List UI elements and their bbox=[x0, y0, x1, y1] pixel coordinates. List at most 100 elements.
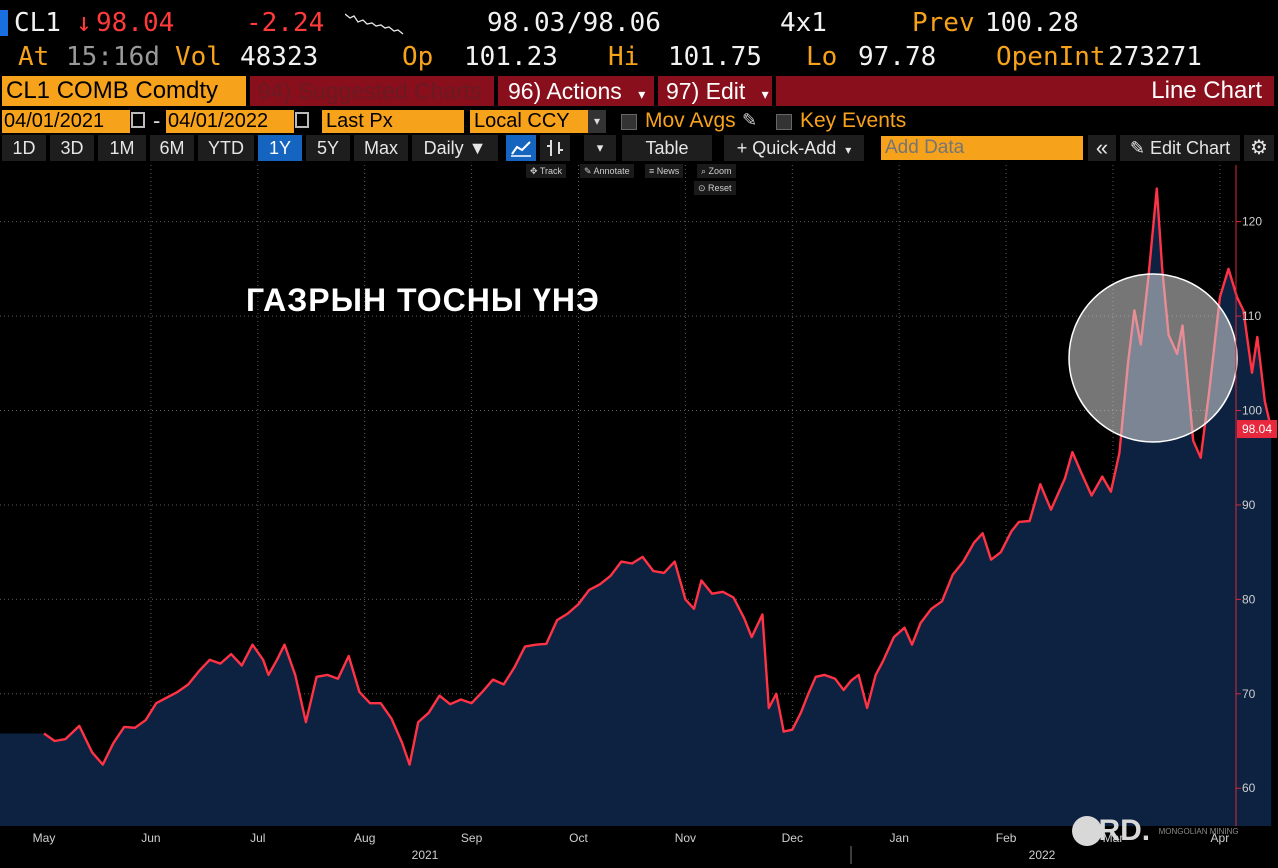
line-chart-icon[interactable] bbox=[506, 135, 536, 161]
reset-label: Reset bbox=[708, 183, 732, 193]
chevron-down-icon[interactable]: ▾ bbox=[588, 110, 606, 133]
bid: 98.03 bbox=[487, 8, 566, 38]
price-area bbox=[0, 188, 1272, 827]
watermark-text: RD. bbox=[1098, 814, 1151, 847]
chevron-down-icon[interactable]: ▾ bbox=[584, 135, 616, 161]
open-interest-label: OpenInt bbox=[996, 42, 1106, 72]
actions-label: 96) Actions bbox=[508, 78, 622, 104]
x-tick-label: Jan bbox=[890, 831, 909, 845]
add-data-input[interactable] bbox=[881, 136, 1083, 160]
highlight-circle bbox=[1068, 273, 1238, 443]
x-tick-label: Nov bbox=[675, 831, 696, 845]
news-label: News bbox=[656, 166, 680, 176]
open-price: 101.23 bbox=[464, 42, 558, 72]
down-arrow-icon: ↓ bbox=[76, 8, 92, 38]
bid-ask-size: 4x1 bbox=[780, 8, 827, 38]
watermark-logo: RD. MONGOLIAN MINING bbox=[1072, 814, 1239, 848]
currency-select[interactable]: Local CCY bbox=[470, 110, 592, 133]
edit-chart-button[interactable]: ✎ Edit Chart bbox=[1120, 135, 1240, 161]
watermark-circle bbox=[1072, 816, 1102, 846]
annotate-label: Annotate bbox=[593, 166, 630, 176]
y-tick-label: 80 bbox=[1242, 592, 1256, 606]
date-dash: - bbox=[153, 108, 161, 133]
volume: 48323 bbox=[240, 42, 319, 72]
x-tick-label: Feb bbox=[996, 831, 1017, 845]
period-1y[interactable]: 1Y bbox=[258, 135, 302, 161]
chart-type-label: Line Chart bbox=[776, 76, 1274, 106]
period-3d[interactable]: 3D bbox=[50, 135, 94, 161]
x-tick-label: Apr bbox=[1211, 831, 1230, 845]
end-date-input[interactable]: 04/01/2022 bbox=[166, 110, 294, 133]
y-tick-label: 100 bbox=[1242, 404, 1262, 418]
year-label: 2021 bbox=[412, 848, 439, 862]
period-1m[interactable]: 1M bbox=[98, 135, 146, 161]
calendar-icon[interactable] bbox=[295, 112, 309, 128]
vol-label: Vol bbox=[175, 42, 222, 72]
gear-icon[interactable]: ⚙ bbox=[1244, 135, 1274, 161]
reset-tool[interactable]: ⊙ Reset bbox=[694, 181, 736, 195]
last-price-badge bbox=[1237, 420, 1277, 439]
open-interest: 273271 bbox=[1108, 42, 1202, 72]
edit-menu[interactable]: 97) Edit ▾ bbox=[658, 76, 772, 106]
high-price: 101.75 bbox=[668, 42, 762, 72]
annotate-tool[interactable]: ✎ Annotate bbox=[580, 164, 634, 178]
year-label: 2022 bbox=[1029, 848, 1056, 862]
start-date-input[interactable]: 04/01/2021 bbox=[2, 110, 130, 133]
chart-overlay-title: ГАЗРЫН ТОСНЫ ҮНЭ bbox=[246, 282, 600, 318]
open-label: Op bbox=[402, 42, 434, 72]
mov-avgs-checkbox[interactable] bbox=[621, 114, 637, 130]
period-max[interactable]: Max bbox=[354, 135, 408, 161]
actions-menu[interactable]: 96) Actions ▾ bbox=[498, 76, 654, 106]
watermark-small-text: MONGOLIAN MINING bbox=[1158, 826, 1239, 836]
collapse-button[interactable]: « bbox=[1088, 135, 1116, 161]
period-5y[interactable]: 5Y bbox=[306, 135, 350, 161]
pencil-icon: ✎ bbox=[1129, 138, 1146, 158]
x-tick-label: Sep bbox=[461, 831, 483, 845]
x-tick-label: Dec bbox=[782, 831, 803, 845]
news-tool[interactable]: ≡ News bbox=[645, 164, 684, 178]
calendar-icon[interactable] bbox=[131, 112, 145, 128]
x-tick-label: Mar bbox=[1103, 831, 1124, 845]
frequency-select[interactable]: Daily ▼ bbox=[412, 135, 498, 161]
zoom-tool[interactable]: ⌕ Zoom bbox=[697, 164, 736, 178]
edit-chart-label: Edit Chart bbox=[1150, 138, 1231, 158]
net-change: -2.24 bbox=[246, 8, 325, 38]
at-label: At bbox=[18, 42, 50, 72]
sparkline-icon bbox=[345, 13, 404, 35]
table-button[interactable]: Table bbox=[622, 135, 712, 161]
pencil-icon[interactable]: ✎ bbox=[742, 110, 758, 130]
bar-chart-icon[interactable] bbox=[540, 135, 570, 161]
x-tick-label: Jul bbox=[250, 831, 265, 845]
chevron-down-icon: ▾ bbox=[845, 143, 852, 157]
chevron-down-icon: ▾ bbox=[761, 86, 769, 102]
field-select[interactable]: Last Px bbox=[322, 110, 464, 133]
security-field[interactable]: CL1 COMB Comdty bbox=[2, 76, 246, 106]
chevron-down-icon: ▾ bbox=[638, 86, 646, 102]
quick-add-button[interactable]: + Quick-Add ▾ bbox=[724, 135, 864, 161]
period-1d[interactable]: 1D bbox=[2, 135, 46, 161]
y-tick-label: 60 bbox=[1242, 781, 1256, 795]
ticker: CL1 bbox=[14, 8, 61, 38]
period-6m[interactable]: 6M bbox=[150, 135, 194, 161]
y-tick-label: 90 bbox=[1242, 498, 1256, 512]
last-price-badge-label: 98.04 bbox=[1242, 422, 1272, 436]
price-line bbox=[43, 187, 1273, 766]
y-tick-label: 120 bbox=[1242, 215, 1262, 229]
x-tick-label: May bbox=[33, 831, 56, 845]
x-tick-label: Jun bbox=[141, 831, 160, 845]
key-events-checkbox[interactable] bbox=[776, 114, 792, 130]
y-tick-label: 70 bbox=[1242, 687, 1256, 701]
quick-add-label: + Quick-Add bbox=[736, 138, 837, 158]
x-tick-label: Aug bbox=[354, 831, 375, 845]
prev-label: Prev bbox=[912, 8, 975, 38]
zoom-label: Zoom bbox=[708, 166, 732, 176]
suggested-charts-button[interactable]: 94) Suggested Charts bbox=[250, 76, 494, 106]
low-price: 97.78 bbox=[858, 42, 937, 72]
period-ytd[interactable]: YTD bbox=[198, 135, 254, 161]
prev-close: 100.28 bbox=[985, 8, 1079, 38]
track-tool[interactable]: ✥ Track bbox=[526, 164, 567, 178]
blue-marker bbox=[0, 10, 8, 36]
last-price: 98.04 bbox=[96, 8, 175, 38]
x-tick-label: Oct bbox=[569, 831, 588, 845]
